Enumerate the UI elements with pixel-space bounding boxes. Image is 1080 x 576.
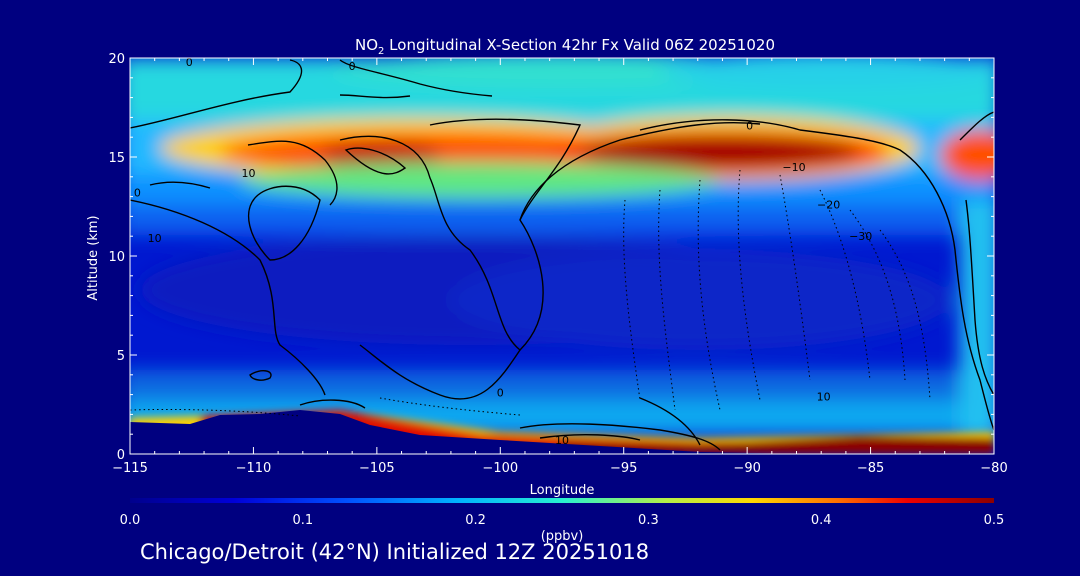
- colorbar-gradient: [130, 498, 994, 503]
- x-tick-label: −105: [359, 461, 395, 476]
- contour-label: 10: [555, 434, 569, 447]
- contour-label: 0: [349, 60, 356, 73]
- colorbar-tick-label: 0.4: [811, 513, 832, 528]
- y-tick-label: 20: [108, 52, 125, 67]
- y-axis-label: Altitude (km): [86, 215, 101, 300]
- contour-label: 0: [134, 187, 141, 200]
- contour-label: 0: [186, 56, 193, 69]
- colorbar-tick-label: 0.0: [120, 513, 141, 528]
- x-tick-label: −95: [610, 461, 637, 476]
- x-tick-label: −85: [857, 461, 884, 476]
- contour-label: −10: [782, 161, 805, 174]
- contour-label: 0: [746, 119, 753, 132]
- chart-title: NO2 Longitudinal X-Section 42hr Fx Valid…: [355, 36, 775, 57]
- y-tick-label: 0: [117, 448, 125, 463]
- x-tick-label: −110: [236, 461, 272, 476]
- contour-label: −30: [849, 230, 872, 243]
- x-tick-label: −115: [112, 461, 148, 476]
- y-tick-label: 15: [108, 151, 125, 166]
- contour-label: 10: [148, 232, 162, 245]
- y-tick-label: 10: [108, 250, 125, 265]
- contour-label: 0: [497, 387, 504, 400]
- contour-label: −20: [817, 199, 840, 212]
- contour-label: 10: [241, 167, 255, 180]
- y-tick-label: 5: [117, 349, 125, 364]
- colorbar-ticks: 0.0 0.1 0.2 0.3 0.4 0.5: [120, 513, 1005, 528]
- colorbar: 0.0 0.1 0.2 0.3 0.4 0.5 (ppbv): [120, 498, 1005, 544]
- colorbar-unit-label: (ppbv): [541, 529, 584, 544]
- colorbar-tick-label: 0.1: [292, 513, 313, 528]
- x-tick-label: −80: [980, 461, 1007, 476]
- colorbar-tick-label: 0.5: [984, 513, 1005, 528]
- x-axis-label: Longitude: [530, 483, 595, 498]
- footer-caption: Chicago/Detroit (42°N) Initialized 12Z 2…: [140, 540, 650, 564]
- contour-label: 10: [817, 391, 831, 404]
- negative-contours: [130, 169, 931, 417]
- contour-labels: 0 0 0 10 0 10 −10 −20 −30 0 10 10: [134, 56, 872, 447]
- colorbar-tick-label: 0.2: [465, 513, 486, 528]
- x-axis: −115 −110 −105 −100 −95 −90 −85 −80: [112, 58, 1008, 476]
- no2-field: 0 0 0 10 0 10 −10 −20 −30 0 10 10: [130, 56, 994, 454]
- colorbar-tick-label: 0.3: [638, 513, 659, 528]
- contour-lines: [130, 59, 994, 451]
- x-tick-label: −100: [482, 461, 518, 476]
- y-axis: 0 5 10 15 20: [108, 52, 994, 463]
- terrain: [130, 410, 994, 454]
- x-tick-label: −90: [733, 461, 760, 476]
